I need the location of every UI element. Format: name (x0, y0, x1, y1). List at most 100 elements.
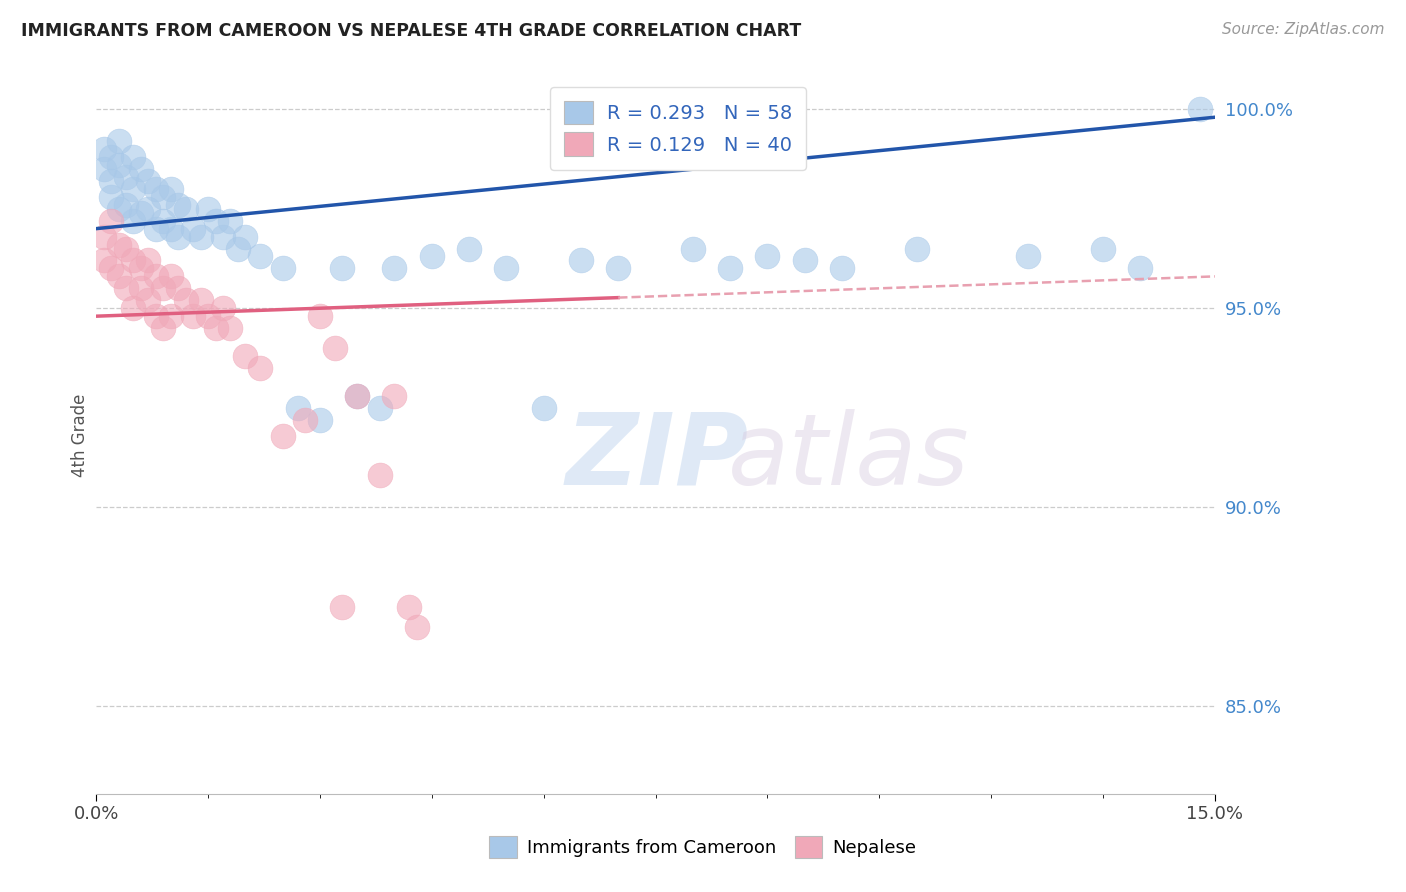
Point (152, 321, 174, 335)
Point (100, 213, 122, 227)
Point (100, 190, 122, 204)
Point (756, 250, 779, 264)
Point (1129, 261, 1152, 276)
Point (152, 190, 174, 204)
Point (420, 250, 443, 264)
Point (569, 253, 592, 268)
Y-axis label: 4th Grade: 4th Grade (72, 394, 89, 477)
Point (294, 412, 316, 426)
Point (793, 253, 815, 268)
Point (405, 619, 427, 633)
Point (138, 293, 160, 308)
Point (115, 281, 138, 295)
Point (100, 174, 122, 188)
Point (226, 242, 249, 256)
Point (368, 468, 391, 483)
Point (122, 301, 145, 316)
Point (249, 360, 271, 375)
Point (167, 229, 190, 244)
Point (129, 281, 152, 295)
Point (309, 309, 332, 323)
Point (107, 134, 129, 148)
Point (174, 293, 197, 308)
Point (181, 309, 204, 323)
Point (197, 202, 219, 216)
Point (287, 401, 309, 415)
Point (212, 301, 235, 316)
Text: IMMIGRANTS FROM CAMEROON VS NEPALESE 4TH GRADE CORRELATION CHART: IMMIGRANTS FROM CAMEROON VS NEPALESE 4TH… (21, 22, 801, 40)
Point (115, 169, 138, 184)
Point (138, 202, 160, 216)
Point (145, 182, 167, 196)
Point (93, 253, 115, 268)
Point (159, 269, 181, 284)
Point (271, 261, 294, 276)
Point (323, 341, 346, 355)
Point (129, 205, 152, 219)
Point (1017, 250, 1039, 264)
Point (107, 202, 129, 216)
Point (831, 261, 853, 276)
Point (718, 261, 741, 276)
Point (905, 242, 928, 256)
Point (384, 389, 406, 403)
Point (159, 309, 181, 323)
Point (495, 261, 517, 276)
Point (107, 237, 129, 252)
Point (330, 261, 353, 276)
Text: ZIP: ZIP (567, 409, 749, 506)
Point (398, 599, 420, 614)
Point (249, 250, 271, 264)
Legend: Immigrants from Cameroon, Nepalese: Immigrants from Cameroon, Nepalese (482, 829, 924, 865)
Point (93, 142, 115, 156)
Point (212, 229, 235, 244)
Point (458, 242, 481, 256)
Point (145, 269, 167, 284)
Point (271, 428, 294, 442)
Point (100, 150, 122, 164)
Point (181, 221, 204, 235)
Point (204, 213, 226, 227)
Point (122, 182, 145, 196)
Point (107, 158, 129, 172)
Point (682, 242, 704, 256)
Point (115, 242, 138, 256)
Point (129, 161, 152, 176)
Point (138, 253, 160, 268)
Point (122, 150, 145, 164)
Legend: R = 0.293   N = 58, R = 0.129   N = 40: R = 0.293 N = 58, R = 0.129 N = 40 (550, 87, 806, 169)
Point (115, 198, 138, 212)
Point (309, 412, 332, 426)
Point (122, 213, 145, 227)
Point (346, 389, 368, 403)
Point (219, 213, 242, 227)
Point (138, 174, 160, 188)
Point (167, 281, 190, 295)
Point (1188, 103, 1211, 117)
Point (145, 309, 167, 323)
Point (1091, 242, 1114, 256)
Point (384, 261, 406, 276)
Point (107, 269, 129, 284)
Point (190, 293, 212, 308)
Point (167, 198, 190, 212)
Point (152, 281, 174, 295)
Point (93, 161, 115, 176)
Text: atlas: atlas (728, 409, 970, 506)
Point (233, 349, 256, 363)
Point (533, 401, 555, 415)
Point (129, 261, 152, 276)
Text: Source: ZipAtlas.com: Source: ZipAtlas.com (1222, 22, 1385, 37)
Point (330, 599, 353, 614)
Point (159, 221, 181, 235)
Point (197, 309, 219, 323)
Point (152, 213, 174, 227)
Point (93, 229, 115, 244)
Point (346, 389, 368, 403)
Point (159, 182, 181, 196)
Point (190, 229, 212, 244)
Point (100, 261, 122, 276)
Point (174, 202, 197, 216)
Point (368, 401, 391, 415)
Point (219, 321, 242, 335)
